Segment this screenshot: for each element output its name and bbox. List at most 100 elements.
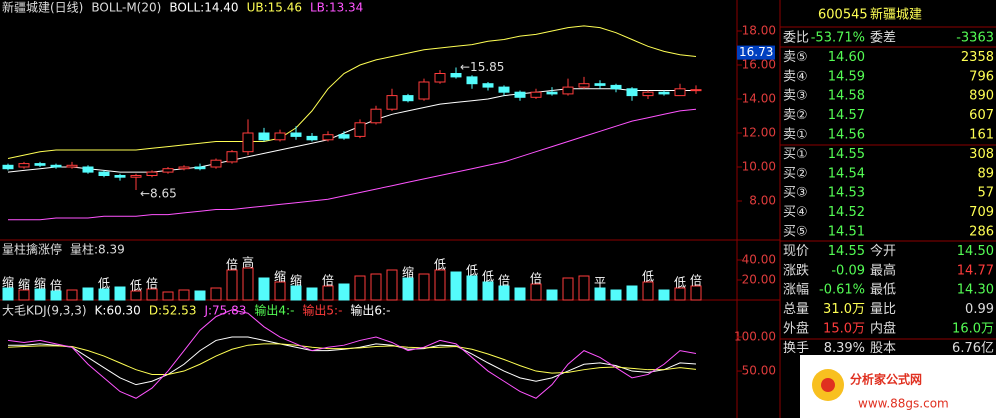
volume-bar xyxy=(226,269,238,301)
quote-cell: 14.59 xyxy=(828,69,865,84)
volume-bar xyxy=(242,267,254,301)
y-tick-label: 40.00 xyxy=(742,253,776,267)
bar-signal: 倍 xyxy=(690,273,702,288)
candle-body xyxy=(434,73,446,83)
quote-cell: 6.76亿 xyxy=(952,341,994,356)
candle-body xyxy=(98,171,110,177)
y-tick-label: 12.00 xyxy=(742,126,776,140)
candle-body xyxy=(386,95,398,110)
volume-bar xyxy=(514,287,526,301)
cursor-price: 16.73 xyxy=(739,45,773,59)
candle-body xyxy=(306,135,318,141)
candle-body xyxy=(658,91,670,95)
volume-bar xyxy=(258,277,270,301)
y-tick-label: 8.00 xyxy=(749,194,776,208)
candle-body xyxy=(498,86,510,93)
volume-bar xyxy=(626,285,638,301)
volume-bar xyxy=(562,277,574,301)
series-line xyxy=(7,309,697,399)
legend-text: UB:15.46 xyxy=(247,1,302,15)
volume-bar xyxy=(546,289,558,301)
volume-bar xyxy=(2,287,14,301)
bar-signal: 倍 xyxy=(322,273,334,288)
bar-signal: 低 xyxy=(130,279,142,293)
quote-cell: 卖① xyxy=(783,128,808,143)
quote-cell: 内盘 xyxy=(870,321,896,337)
quote-cell: -0.09 xyxy=(831,263,865,278)
volume-bar xyxy=(322,285,334,301)
series-line xyxy=(7,343,697,375)
candle-body xyxy=(354,122,366,137)
quote-cell: 买④ xyxy=(783,205,808,220)
quote-cell: 796 xyxy=(969,69,994,84)
volume-bar xyxy=(34,288,46,301)
quote-cell: 14.30 xyxy=(957,283,994,298)
volume-bar xyxy=(402,277,414,301)
quote-cell: 14.57 xyxy=(828,108,865,123)
quote-cell: 总量 xyxy=(783,302,809,317)
quote-cell: 买① xyxy=(783,147,808,162)
candle-body xyxy=(578,83,590,88)
price-annotation: ←8.65 xyxy=(140,186,177,200)
bar-signal: 低 xyxy=(98,277,110,291)
volume-bar xyxy=(370,273,382,301)
quote-cell: 2358 xyxy=(961,50,994,65)
candle-body xyxy=(82,166,94,173)
quote-cell: 委比 xyxy=(783,31,809,46)
candle-body xyxy=(594,83,606,86)
quote-cell: 14.50 xyxy=(957,244,994,259)
y-tick-label: 18.00 xyxy=(742,24,776,38)
candle-body xyxy=(450,73,462,78)
quote-cell: 14.51 xyxy=(828,225,865,240)
legend-text: BOLL:14.40 xyxy=(169,1,238,15)
volume-bar xyxy=(530,283,542,301)
candle-body xyxy=(2,164,14,170)
legend-text: 输出6:- xyxy=(350,303,390,318)
quote-cell: 286 xyxy=(969,225,994,240)
volume-bar xyxy=(386,269,398,301)
candle-body xyxy=(514,91,526,98)
quote-cell: 607 xyxy=(969,108,994,123)
volume-bar xyxy=(130,290,142,301)
quote-cell: 买② xyxy=(783,166,808,181)
quote-cell: -0.61% xyxy=(819,283,865,298)
quote-cell: -53.71% xyxy=(811,31,865,46)
price-annotation: ←15.85 xyxy=(460,60,504,74)
quote-cell: 14.55 xyxy=(828,147,865,162)
volume-bar xyxy=(82,287,94,301)
candle-body xyxy=(626,88,638,97)
candle-body xyxy=(482,83,494,88)
volume-bar xyxy=(274,281,286,301)
quote-cell: 890 xyxy=(969,89,994,104)
quote-cell: 涨幅 xyxy=(783,283,809,298)
quote-cell: 委差 xyxy=(870,31,896,46)
volume-bar xyxy=(98,288,110,301)
y-tick-label: 10.00 xyxy=(742,160,776,174)
legend-text: 大毛KDJ(9,3,3) xyxy=(2,304,87,318)
quote-cell: 买⑤ xyxy=(783,225,808,240)
legend-text: LB:13.34 xyxy=(310,1,363,15)
quote-cell: 最高 xyxy=(870,262,896,278)
quote-cell: 卖④ xyxy=(783,69,808,84)
quote-cell: 308 xyxy=(969,147,994,162)
candle-body xyxy=(66,164,78,168)
quote-cell: 现价 xyxy=(783,244,809,259)
stock-code: 600545 xyxy=(818,8,868,23)
candle-body xyxy=(562,86,574,95)
volume-bar xyxy=(210,287,222,301)
y-tick-label: 20.00 xyxy=(742,273,776,287)
bar-signal: 倍 xyxy=(498,273,510,288)
volume-bar xyxy=(610,289,622,301)
y-tick-label: 50.00 xyxy=(742,364,776,378)
legend-text: 新疆城建(日线) xyxy=(2,0,83,15)
watermark: 分析家公式网 www.88gs.com xyxy=(800,355,996,418)
bar-signal: 低 xyxy=(466,264,478,278)
bar-signal: 平 xyxy=(594,276,606,290)
bar-signal: 缩 xyxy=(290,273,302,288)
legend-text: BOLL-M(20) xyxy=(91,1,161,15)
quote-cell: 161 xyxy=(969,128,994,143)
quote-cell: 今开 xyxy=(870,243,896,259)
candle-body xyxy=(610,84,622,90)
legend-text: 量柱:8.39 xyxy=(70,242,125,257)
